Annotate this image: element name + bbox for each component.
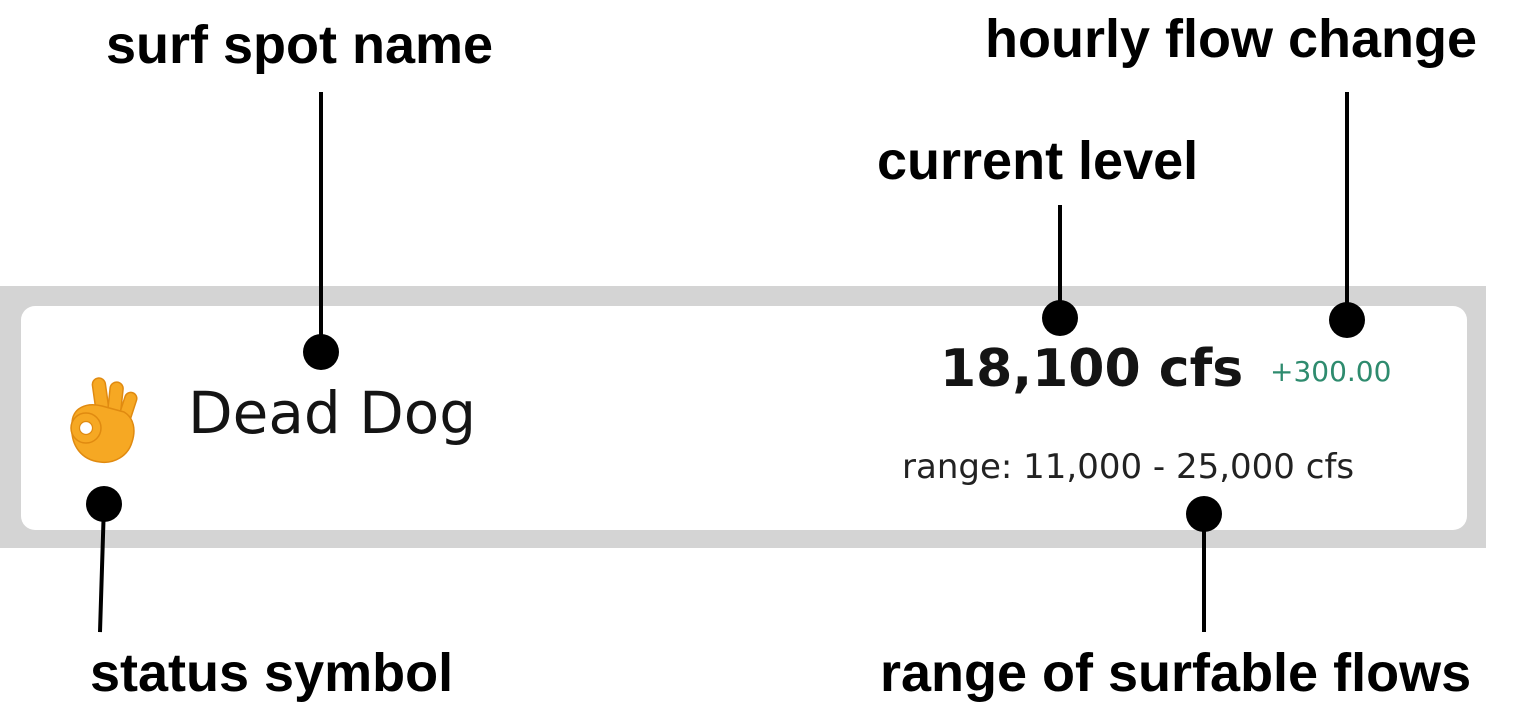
ok-hand-icon xyxy=(70,377,138,464)
current-level: 18,100 cfs xyxy=(940,339,1244,399)
surf-spot-card[interactable] xyxy=(21,306,1467,530)
surf-spot-name: Dead Dog xyxy=(188,379,477,447)
hourly-flow-change: +300.00 xyxy=(1270,355,1392,388)
callout-current-level: current level xyxy=(877,131,1199,191)
callout-surf-spot-name: surf spot name xyxy=(106,15,494,75)
callout-range: range of surfable flows xyxy=(880,643,1472,703)
callout-hourly-flow-change: hourly flow change xyxy=(985,9,1478,69)
callout-status-symbol: status symbol xyxy=(90,643,454,703)
surfable-range: range: 11,000 - 25,000 cfs xyxy=(902,447,1355,487)
